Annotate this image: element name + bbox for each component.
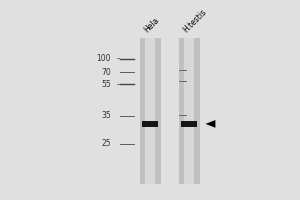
Bar [184, 38, 194, 184]
Bar [178, 38, 200, 184]
Bar [181, 121, 197, 127]
Bar [140, 38, 160, 184]
Text: 25: 25 [101, 139, 111, 148]
Polygon shape [206, 120, 215, 128]
Text: 55: 55 [101, 80, 111, 89]
Text: Hela: Hela [142, 15, 161, 34]
Text: -: - [117, 80, 120, 89]
Text: H.testis: H.testis [181, 7, 208, 34]
Bar [142, 121, 158, 127]
Text: 35: 35 [101, 111, 111, 120]
Text: -: - [117, 54, 120, 63]
Bar [145, 38, 155, 184]
Text: 70: 70 [101, 68, 111, 77]
Text: 100: 100 [97, 54, 111, 63]
